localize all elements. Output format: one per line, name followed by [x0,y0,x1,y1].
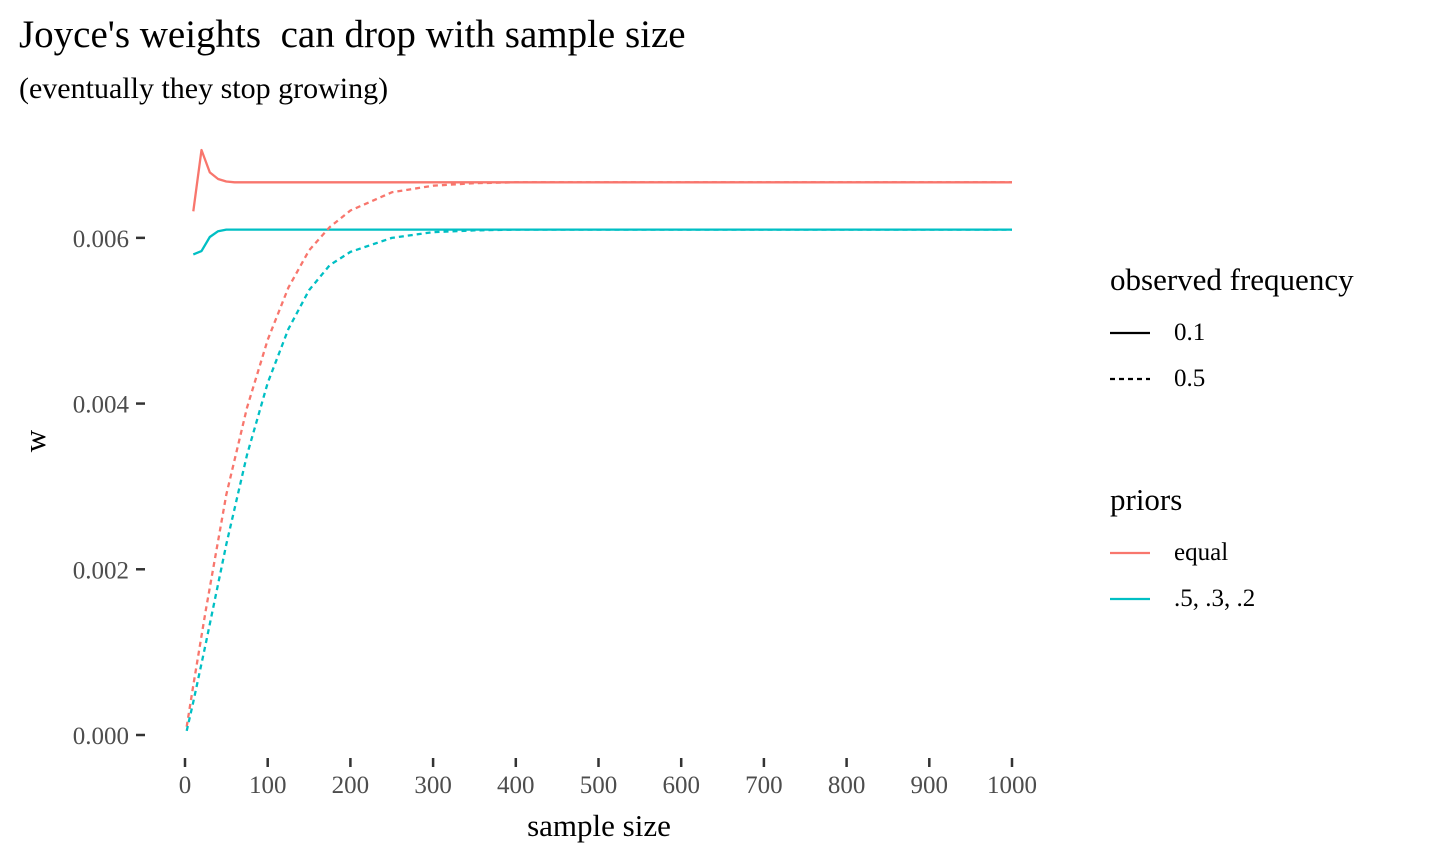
chart-title: Joyce's weights can drop with sample siz… [19,13,686,56]
y-tick-label: 0.002 [73,557,129,584]
x-tick-label: 400 [497,772,535,799]
y-axis-title: w [17,429,52,452]
x-axis: 0 100 200 300 400 500 600 700 800 900 1000 [179,758,1037,799]
legend-label: 0.5 [1174,365,1206,392]
x-tick-label: 700 [745,772,783,799]
legend-key-solid [1110,331,1150,335]
series-line-equal-freq-01 [192,148,1012,212]
chart-subtitle: (eventually they stop growing) [19,72,389,105]
legend-label: .5, .3, .2 [1174,585,1256,612]
legend-title: priors [1110,482,1183,517]
legend-item: .5, .3, .2 [1110,576,1255,622]
y-tick-label: 0.000 [73,723,129,750]
legend-item: 0.1 [1110,310,1354,356]
series-layer [185,148,1012,732]
x-tick-label: 600 [662,772,700,799]
series-line-priors-532-freq-05 [185,228,1012,732]
legend-title: observed frequency [1110,262,1354,297]
x-axis-title: sample size [527,808,671,843]
x-tick-label: 900 [911,772,949,799]
legend-item: equal [1110,530,1255,576]
legend-key-equal [1110,551,1150,555]
legend-item: 0.5 [1110,356,1354,402]
legend-label: equal [1174,539,1229,566]
x-tick-label: 800 [828,772,866,799]
x-tick-label: 100 [249,772,287,799]
x-tick-label: 200 [332,772,370,799]
legend-key-dashed [1110,377,1150,381]
x-tick-label: 300 [414,772,452,799]
x-tick-label: 1000 [987,772,1037,799]
y-tick-label: 0.004 [73,392,130,419]
legend-observed-frequency: observed frequency 0.1 0.5 [1110,262,1354,402]
y-tick-label: 0.006 [73,226,129,253]
legend-label: 0.1 [1174,319,1206,346]
legend-key-priors-532 [1110,597,1150,601]
x-tick-label: 500 [580,772,618,799]
series-line-equal-freq-05 [185,181,1012,727]
y-axis: 0.000 0.002 0.004 0.006 [73,226,145,750]
x-tick-label: 0 [179,772,192,799]
legend-priors: priors equal .5, .3, .2 [1110,482,1255,622]
